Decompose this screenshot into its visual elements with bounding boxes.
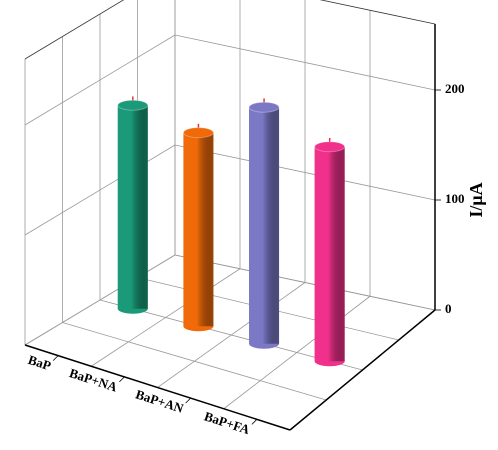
bar-shade <box>314 146 345 362</box>
x-tick <box>52 355 59 361</box>
floor-grid-line <box>223 295 371 410</box>
depth-axis <box>289 309 436 431</box>
y-tick-label: 100 <box>445 191 465 206</box>
grid-line <box>174 34 436 91</box>
wall-edge <box>319 0 436 25</box>
x-tick <box>251 419 258 425</box>
x-tick-label: BaP <box>26 352 53 373</box>
bar-top <box>314 141 346 153</box>
bar-shade <box>117 105 148 309</box>
y-axis-label: I/μA <box>466 182 486 217</box>
x-tick <box>119 376 125 383</box>
wall-edge <box>24 0 125 60</box>
y-tick-label: 0 <box>445 301 452 316</box>
x-tick-label: BaP+FA <box>202 408 252 437</box>
x-tick-label: BaP+NA <box>68 365 120 395</box>
grid-line <box>174 144 436 201</box>
bar-shade <box>183 132 214 327</box>
bar-top <box>182 127 214 139</box>
y-tick-label: 200 <box>445 81 465 96</box>
bar-top <box>248 101 280 113</box>
x-tick <box>185 397 191 404</box>
grid-line <box>24 34 176 126</box>
x-tick-label: BaP+AN <box>134 386 186 416</box>
grid-line <box>24 144 176 236</box>
bar-shade <box>249 107 280 344</box>
grid-line <box>24 254 176 346</box>
x-axis <box>24 344 291 431</box>
grid-line <box>174 254 436 311</box>
bar-top <box>117 99 149 111</box>
